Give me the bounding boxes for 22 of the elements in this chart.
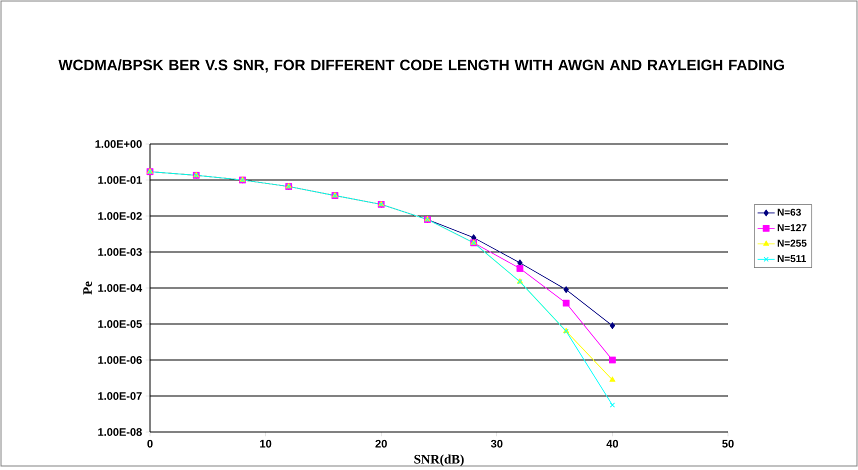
y-tick-label: 1.00E-08 xyxy=(98,428,142,436)
y-tick-label: 1.00E-03 xyxy=(98,248,142,256)
y-tick-label: 1.00E-05 xyxy=(98,320,142,328)
y-tick-label: 1.00E-06 xyxy=(98,356,142,364)
x-tick-label: 40 xyxy=(606,440,618,448)
y-tick-label: 1.00E-04 xyxy=(98,284,142,292)
x-tick-label: 0 xyxy=(147,440,153,448)
x-tick-label: 20 xyxy=(375,440,387,448)
y-tick-label: 1.00E-02 xyxy=(98,212,142,220)
legend-label: N=511 xyxy=(778,255,806,262)
legend-label: N=63 xyxy=(778,208,801,216)
x-tick-label: 10 xyxy=(260,440,272,448)
legend-label: N=255 xyxy=(778,240,807,247)
x-axis-title: SNR(dB) xyxy=(414,454,464,466)
y-axis-title: Pe xyxy=(83,282,92,295)
x-tick-label: 30 xyxy=(490,440,502,448)
y-tick-label: 1.00E-07 xyxy=(98,392,142,400)
legend-label: N=127 xyxy=(778,224,806,232)
x-tick-label: 50 xyxy=(722,440,734,448)
y-tick-label: 1.00E-01 xyxy=(98,176,142,184)
chart-title: WCDMA/BPSK BER V.S SNR, FOR DIFFERENT CODE LENGTH WITH AWGN AND RAYLEIGH FADING xyxy=(58,59,784,73)
y-tick-label: 1.00E+00 xyxy=(95,140,142,148)
